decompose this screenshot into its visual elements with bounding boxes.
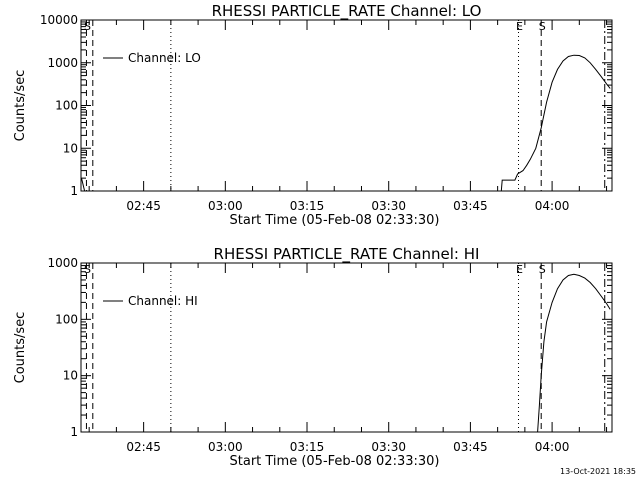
plot-frame: [80, 262, 613, 433]
x-tick-label: 03:30: [371, 199, 406, 213]
x-tick-label: 03:15: [290, 440, 325, 454]
chart-title: RHESSI PARTICLE_RATE Channel: LO: [212, 2, 482, 21]
y-axis-label: Counts/sec: [13, 70, 28, 142]
legend-label: Channel: HI: [128, 294, 198, 308]
y-tick-label: 10: [63, 141, 78, 155]
event-marker-label: E: [516, 20, 523, 33]
x-tick-label: 03:15: [290, 199, 325, 213]
y-axis-label: Counts/sec: [13, 312, 28, 384]
x-tick-label: 04:00: [535, 440, 570, 454]
plot-frame: [80, 19, 613, 192]
x-tick-label: 03:00: [208, 440, 243, 454]
series-line: [537, 273, 611, 433]
event-marker-label: S: [84, 263, 91, 276]
y-tick-label: 10000: [40, 13, 78, 27]
chart-title: RHESSI PARTICLE_RATE Channel: HI: [214, 245, 480, 264]
y-tick-label: 1000: [47, 56, 78, 70]
x-axis-label: Start Time (05-Feb-08 02:33:30): [230, 454, 440, 469]
x-tick-label: 02:45: [126, 440, 161, 454]
series-line: [81, 54, 611, 192]
y-tick-label: 1000: [47, 256, 78, 270]
x-tick-label: 04:00: [535, 199, 570, 213]
y-tick-label: 1: [70, 425, 78, 439]
event-marker-label: S: [539, 20, 546, 33]
x-tick-label: 02:45: [126, 199, 161, 213]
event-marker-label: E: [516, 263, 523, 276]
panel-hi-channel: RHESSI PARTICLE_RATE Channel: HI Start T…: [13, 245, 613, 469]
y-tick-label: 1: [70, 184, 78, 198]
y-tick-label: 100: [55, 312, 78, 326]
y-tick-label: 100: [55, 99, 78, 113]
x-axis-label: Start Time (05-Feb-08 02:33:30): [230, 213, 440, 228]
event-marker-label: S: [539, 263, 546, 276]
event-marker-label: S: [84, 20, 91, 33]
x-tick-label: 03:45: [453, 440, 488, 454]
x-tick-label: 03:30: [371, 440, 406, 454]
panel-lo-channel: RHESSI PARTICLE_RATE Channel: LO Start T…: [13, 2, 613, 228]
legend-label: Channel: LO: [128, 51, 201, 65]
x-tick-label: 03:45: [453, 199, 488, 213]
x-tick-label: 03:00: [208, 199, 243, 213]
y-tick-label: 10: [63, 369, 78, 383]
footer-timestamp: 13-Oct-2021 18:35: [560, 467, 636, 476]
